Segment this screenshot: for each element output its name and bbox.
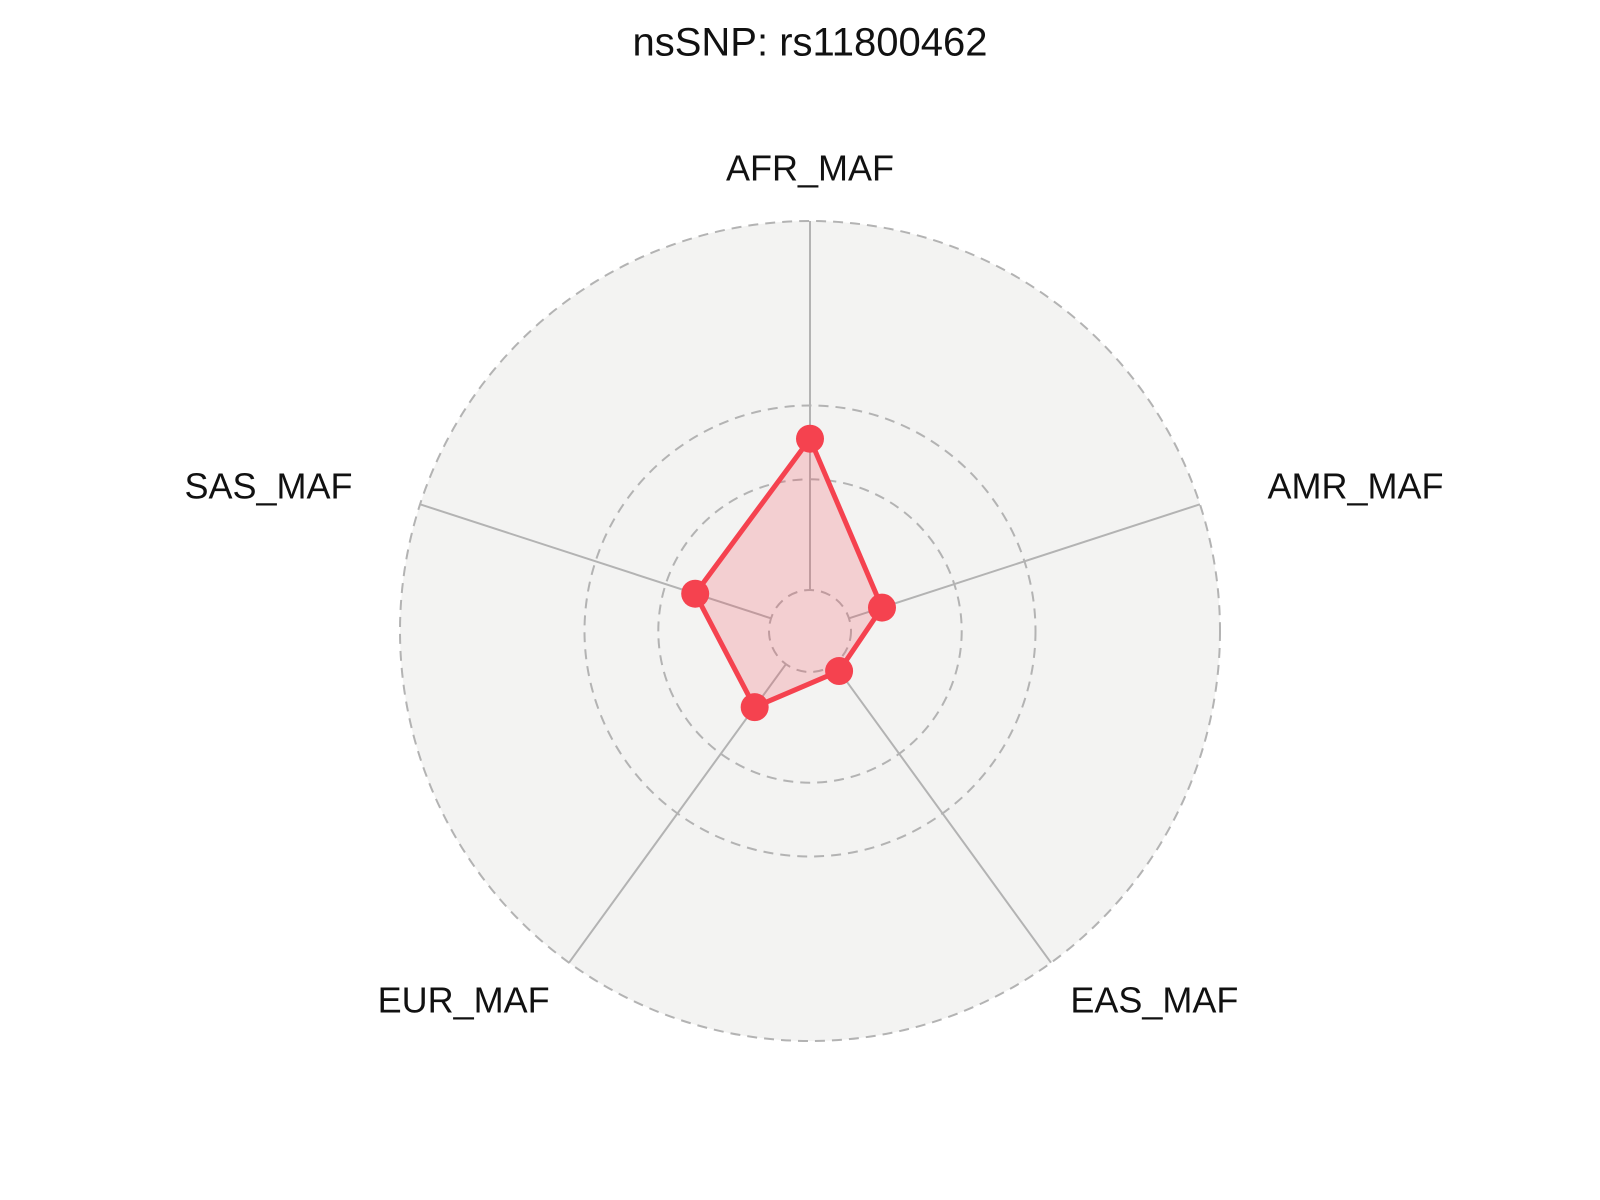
axis-line (848, 503, 1201, 620)
axis-label: EUR_MAF (378, 980, 550, 1021)
grid-circle (399, 220, 1221, 1042)
axis-label: AFR_MAF (726, 148, 894, 189)
axis-label: EAS_MAF (1070, 980, 1238, 1021)
axis-line (833, 663, 1052, 964)
data-point (681, 579, 710, 608)
axis-label: SAS_MAF (184, 465, 352, 506)
data-point (867, 593, 896, 622)
series-area (692, 436, 885, 710)
data-point (740, 693, 769, 722)
data-point (825, 657, 854, 686)
chart-title: nsSNP: rs11800462 (632, 21, 987, 65)
axis-line (419, 503, 772, 620)
data-point (796, 424, 824, 453)
plot-background (400, 221, 1220, 1041)
axis-label: AMR_MAF (1267, 465, 1443, 506)
